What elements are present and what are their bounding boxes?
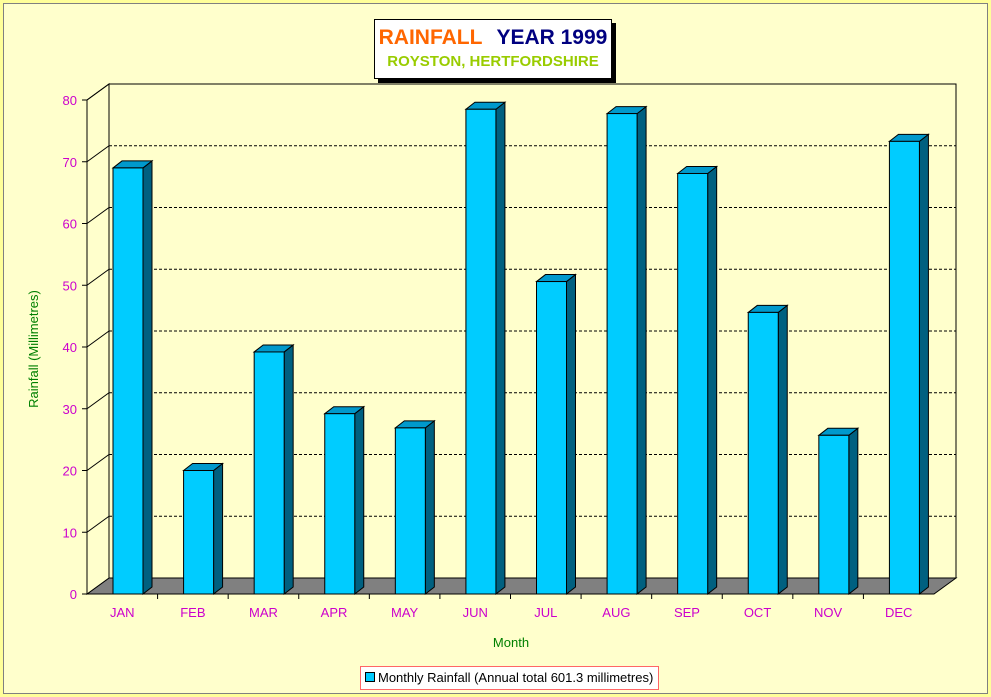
bar-mar [253, 351, 285, 595]
y-tick-label: 30 [63, 402, 77, 417]
bar-side [777, 304, 788, 596]
gridline-wall [86, 330, 110, 348]
legend-swatch [365, 672, 375, 682]
legend-label: Monthly Rainfall (Annual total 601.3 mil… [378, 670, 654, 685]
y-tick-label: 80 [63, 93, 77, 108]
bar-side [354, 405, 365, 596]
x-axis-title: Month [493, 635, 529, 650]
y-axis-title: Rainfall (Millimetres) [26, 290, 41, 408]
chart-subtitle: ROYSTON, HERTFORDSHIRE [387, 53, 599, 70]
bar-jun [465, 108, 497, 595]
bar-apr [324, 413, 356, 595]
bar-side [918, 133, 929, 596]
y-tick-label: 40 [63, 340, 77, 355]
bar-side [636, 105, 647, 596]
gridline-wall [86, 207, 110, 224]
bar-jan [112, 167, 144, 595]
x-tick-label: JAN [110, 605, 135, 620]
gridline-wall [86, 83, 110, 101]
bar-side [495, 101, 506, 596]
y-tick-label: 0 [70, 587, 77, 602]
bar-side [213, 462, 224, 596]
x-tick-label: MAY [391, 605, 419, 620]
y-tick-label: 70 [63, 155, 77, 170]
bar-jul [536, 281, 567, 595]
chart-title-main: RAINFALL [378, 26, 483, 49]
chart-title-year: YEAR 1999 [496, 26, 608, 49]
bar-dec [888, 140, 920, 595]
y-tick-label: 10 [63, 525, 77, 540]
x-tick-label: SEP [674, 605, 700, 620]
bar-side [142, 159, 153, 596]
bar-oct [747, 311, 779, 595]
x-tick-label: APR [321, 605, 348, 620]
x-tick-label: OCT [744, 605, 772, 620]
chart-title: RAINFALL YEAR 1999 [375, 26, 611, 50]
gridline-layer [86, 83, 956, 533]
bar-sep [677, 172, 709, 595]
bar-side [566, 273, 576, 596]
axis-layer [82, 99, 934, 599]
chart-legend: Monthly Rainfall (Annual total 601.3 mil… [360, 666, 659, 690]
gridline-wall [86, 145, 110, 163]
bar-nov [818, 434, 850, 595]
gridline-wall [86, 515, 110, 533]
bar-layer [111, 101, 930, 596]
x-tick-label: DEC [885, 605, 912, 620]
x-tick-label: MAR [249, 605, 278, 620]
gridline-wall [86, 392, 110, 410]
bar-side [848, 427, 859, 596]
x-tick-label: AUG [602, 605, 630, 620]
gridline-wall [86, 454, 110, 471]
x-tick-label: NOV [814, 605, 843, 620]
x-tick-label: JUN [463, 605, 488, 620]
x-tick-label: JUL [534, 605, 557, 620]
y-tick-label: 50 [63, 278, 77, 293]
bar-may [394, 427, 426, 595]
y-tick-label: 20 [63, 464, 77, 479]
bar-side [424, 419, 435, 596]
y-tick-label: 60 [63, 217, 77, 232]
label-layer: 0 10 20 30 40 50 60 70 80 JAN FEB MAR APR MAY JUN JUL AU… [63, 93, 913, 620]
x-tick-label: FEB [180, 605, 205, 620]
bar-side [707, 165, 718, 596]
bar-side [283, 343, 294, 596]
gridline-wall [86, 268, 110, 286]
bar-aug [606, 113, 638, 595]
chart-title-box: RAINFALL YEAR 1999 ROYSTON, HERTFORDSHIRE [374, 19, 612, 79]
bar-feb [183, 470, 215, 595]
